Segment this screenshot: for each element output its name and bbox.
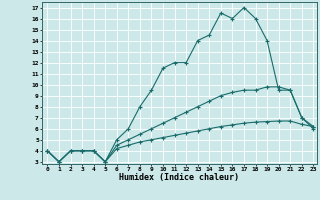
X-axis label: Humidex (Indice chaleur): Humidex (Indice chaleur) — [119, 173, 239, 182]
